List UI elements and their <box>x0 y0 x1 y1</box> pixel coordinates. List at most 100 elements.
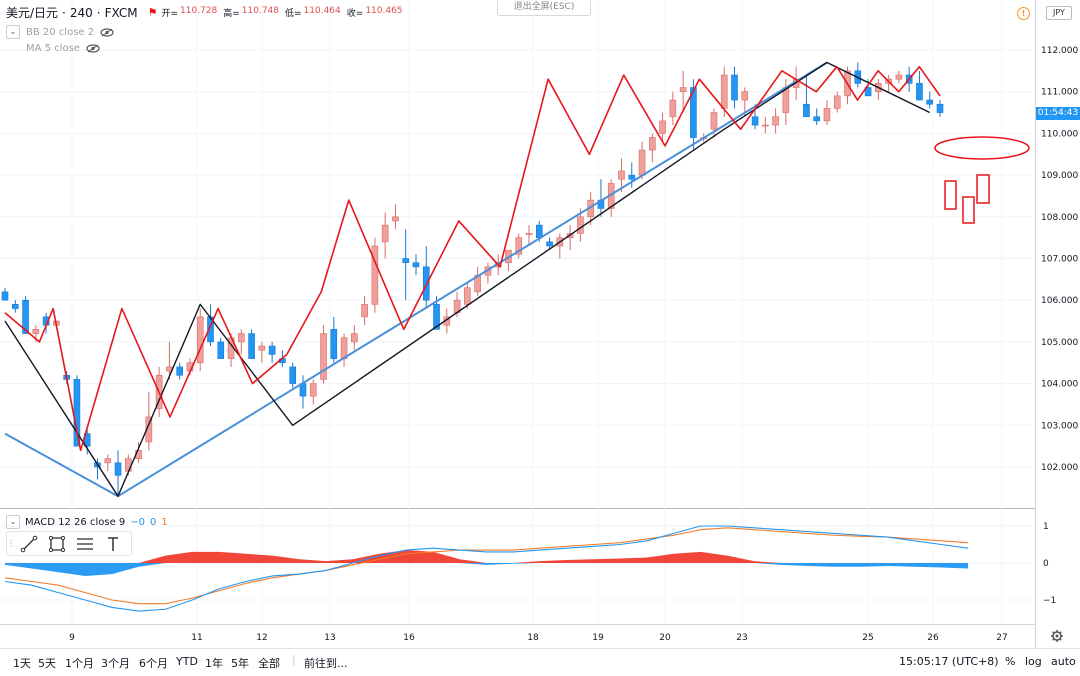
candle-body <box>864 87 872 97</box>
interval[interactable]: 240 <box>69 5 93 20</box>
macd-value-3: 1 <box>161 516 168 528</box>
time-tick-label: 27 <box>996 633 1007 643</box>
bottom-toolbar[interactable]: 1天 5天 1个月 3个月 6个月 YTD 1年 5年 全部 | 前往到... … <box>0 648 1080 676</box>
drag-handle-icon[interactable]: ⋮ <box>6 538 16 549</box>
range-3m-button[interactable]: 3个月 <box>101 657 130 670</box>
candle-body <box>803 103 810 118</box>
symbol-name[interactable]: 美元/日元 <box>6 6 59 20</box>
percent-toggle[interactable]: % <box>1005 655 1016 668</box>
candle-body <box>11 304 19 309</box>
drawing-annotations[interactable] <box>934 136 1030 224</box>
price-tick-label: 108.000 <box>1041 213 1078 223</box>
zigzag-overlays[interactable] <box>4 61 941 498</box>
clock[interactable]: 15:05:17 (UTC+8) <box>899 655 999 668</box>
time-axis[interactable]: 9 11 12 13 16 18 19 20 23 25 26 27 <box>69 633 1008 643</box>
price-tick-label: 105.000 <box>1041 338 1078 348</box>
range-1d-button[interactable]: 1天 <box>13 657 31 670</box>
candle-body <box>741 91 749 101</box>
chevron-down-icon[interactable]: ⌄ <box>6 25 20 39</box>
candle-body <box>258 345 266 351</box>
candle-body <box>926 99 934 105</box>
candle-body <box>731 74 738 101</box>
macd-tick-label: 0 <box>1043 559 1049 569</box>
price-axis[interactable]: 102.000 103.000 104.000 105.000 106.000 107.0… <box>1041 46 1078 473</box>
alert-icon[interactable]: ! <box>1017 7 1030 20</box>
candle-body <box>525 233 533 235</box>
goto-button[interactable]: 前往到... <box>304 657 348 670</box>
candle-body <box>669 99 677 118</box>
grid <box>0 49 1035 601</box>
text-tool-icon[interactable] <box>99 532 127 555</box>
time-tick-label: 25 <box>862 633 873 643</box>
drawing-toolbar[interactable]: ⋮ <box>6 531 132 556</box>
parallel-channel-tool-icon[interactable] <box>71 532 99 555</box>
time-tick-label: 23 <box>736 633 747 643</box>
ma-label[interactable]: MA 5 close <box>26 43 80 54</box>
candle-body <box>320 333 327 380</box>
candle-body <box>618 170 625 180</box>
red-zigzag <box>4 65 941 452</box>
range-1y-button[interactable]: 1年 <box>205 657 223 670</box>
candle-body <box>114 462 122 476</box>
divider: | <box>292 653 296 666</box>
close-label: 收= <box>346 9 364 19</box>
symbol-legend[interactable]: 美元/日元 · 240 · FXCM ⚑ 开= 110.728 高= 110.748… <box>6 5 403 21</box>
candle-body <box>710 112 718 130</box>
candle-body <box>371 245 379 305</box>
candle-body <box>309 383 317 397</box>
red-box-2[interactable] <box>962 196 975 224</box>
time-tick-label: 18 <box>527 633 539 643</box>
bb-indicator-row[interactable]: ⌄ BB 20 close 2 <box>6 25 114 39</box>
macd-label[interactable]: MACD 12 26 close 9 <box>25 516 126 528</box>
macd-pane[interactable] <box>4 525 969 612</box>
candle-body <box>535 224 543 238</box>
price-tick-label: 107.000 <box>1041 255 1078 265</box>
rectangle-tool-icon[interactable] <box>43 532 71 555</box>
time-tick-label: 12 <box>256 633 267 643</box>
range-1m-button[interactable]: 1个月 <box>65 657 94 670</box>
log-toggle[interactable]: log <box>1025 655 1042 668</box>
eye-icon[interactable] <box>86 44 100 53</box>
candle-body <box>720 74 728 109</box>
candle-body <box>762 124 769 127</box>
candle-body <box>916 83 923 101</box>
time-tick-label: 9 <box>69 633 75 643</box>
chevron-down-icon[interactable]: ⌄ <box>6 515 20 529</box>
price-tick-label: 111.000 <box>1041 88 1078 98</box>
red-box-3[interactable] <box>976 174 990 204</box>
range-5d-button[interactable]: 5天 <box>38 657 56 670</box>
range-6m-button[interactable]: 6个月 <box>139 657 168 670</box>
macd-legend[interactable]: ⌄ MACD 12 26 close 9 −0 0 1 <box>6 515 168 529</box>
candle-body <box>679 87 687 92</box>
macd-axis[interactable]: 1 0 −1 <box>1043 522 1056 606</box>
red-ellipse[interactable] <box>934 136 1030 160</box>
macd-tick-label: 1 <box>1043 522 1049 532</box>
price-tick-label: 104.000 <box>1041 380 1078 390</box>
candle-body <box>217 341 225 359</box>
price-tick-label: 112.000 <box>1041 46 1078 56</box>
candle-body <box>895 74 903 80</box>
range-all-button[interactable]: 全部 <box>258 657 280 670</box>
time-tick-label: 11 <box>191 633 202 643</box>
candle-body <box>577 216 584 234</box>
range-ytd-button[interactable]: YTD <box>176 655 198 668</box>
eye-icon[interactable] <box>100 27 114 37</box>
candle-body <box>176 366 183 376</box>
price-tick-label: 103.000 <box>1041 421 1078 431</box>
flag-icon[interactable]: ⚑ <box>147 6 158 19</box>
ma-indicator-row[interactable]: MA 5 close <box>26 43 100 54</box>
currency-badge[interactable]: JPY <box>1046 6 1072 20</box>
red-box-1[interactable] <box>944 180 957 210</box>
trendline-tool-icon[interactable] <box>15 532 43 555</box>
auto-toggle[interactable]: auto <box>1051 655 1076 668</box>
macd-tick-label: −1 <box>1043 596 1056 606</box>
exit-fullscreen-button[interactable]: 退出全屏(ESC) <box>497 0 591 16</box>
open-value: 110.728 <box>180 6 218 16</box>
settings-gear-icon[interactable] <box>1051 630 1063 642</box>
candle-body <box>402 258 410 263</box>
range-5y-button[interactable]: 5年 <box>231 657 249 670</box>
bb-label[interactable]: BB 20 close 2 <box>26 26 95 38</box>
high-value: 110.748 <box>241 6 279 16</box>
blue-trendline <box>4 61 828 498</box>
